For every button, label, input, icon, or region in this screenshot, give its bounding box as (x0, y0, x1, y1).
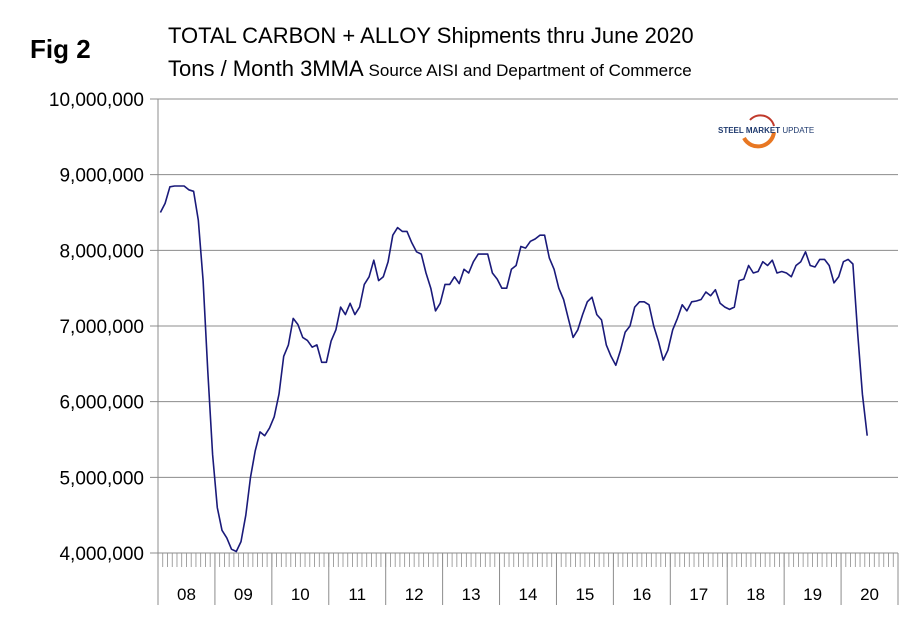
y-tick-label: 6,000,000 (59, 393, 144, 414)
x-tick-label: 20 (860, 585, 879, 604)
x-tick-label: 16 (632, 585, 651, 604)
x-tick-label: 13 (462, 585, 481, 604)
logo-arc-icon (742, 114, 776, 149)
x-tick-label: 09 (234, 585, 253, 604)
x-tick-label: 17 (689, 585, 708, 604)
x-tick-label: 14 (519, 585, 538, 604)
y-tick-label: 9,000,000 (59, 166, 144, 187)
logo-name: STEEL MARKET (718, 126, 781, 135)
x-tick-label: 08 (177, 585, 196, 604)
x-tick-label: 19 (803, 585, 822, 604)
y-tick-label: 8,000,000 (59, 241, 144, 262)
y-tick-label: 10,000,000 (49, 90, 144, 111)
x-tick-label: 10 (291, 585, 310, 604)
y-tick-label: 5,000,000 (59, 468, 144, 489)
x-tick-label: 18 (746, 585, 765, 604)
x-tick-label: 15 (575, 585, 594, 604)
x-tick-label: 11 (348, 585, 366, 604)
series-line (159, 185, 868, 553)
logo-suffix: UPDATE (782, 126, 815, 135)
y-tick-label: 4,000,000 (59, 544, 144, 565)
logo-text: STEEL MARKET UPDATE (718, 126, 814, 135)
figure-label: Fig 2 (30, 34, 91, 64)
source-note: Source AISI and Department of Commerce (368, 61, 692, 80)
y-tick-label: 7,000,000 (59, 317, 144, 338)
units-label: Tons / Month 3MMA (168, 56, 363, 81)
x-tick-label: 12 (405, 585, 424, 604)
steel-market-update-logo: STEEL MARKET UPDATE (718, 114, 838, 158)
chart-subtitle: Tons / Month 3MMA Source AISI and Depart… (168, 56, 692, 82)
chart-title: TOTAL CARBON + ALLOY Shipments thru June… (168, 23, 694, 48)
